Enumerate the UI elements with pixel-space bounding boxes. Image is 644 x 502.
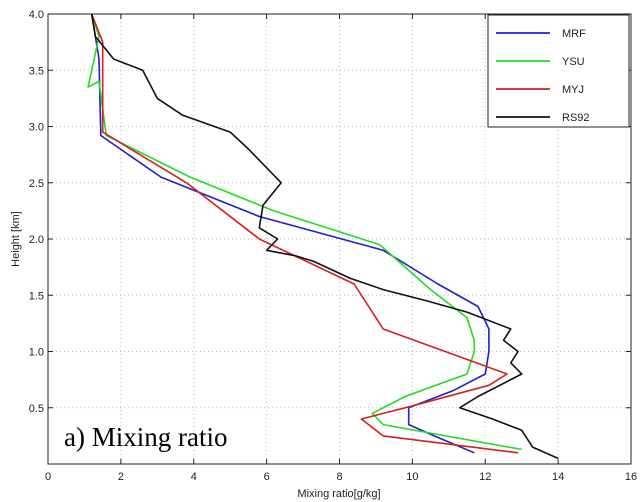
y-tick-label: 2.0	[29, 234, 44, 246]
y-tick-label: 3.5	[29, 65, 44, 77]
legend-label-myj: MYJ	[562, 84, 584, 96]
x-tick-label: 16	[625, 471, 637, 483]
legend: MRF YSU MYJ RS92	[487, 14, 630, 128]
y-tick-label: 0.5	[29, 403, 44, 415]
y-tick-label: 3.0	[29, 122, 44, 134]
legend-label-ysu: YSU	[562, 56, 585, 68]
series-line-ysu	[87, 13, 522, 451]
x-tick-label: 6	[264, 471, 270, 483]
x-axis-label: Mixing ratio[g/kg]	[297, 488, 380, 500]
x-tick-label: 14	[552, 471, 564, 483]
tick-labels: 0 2 4 6 8 10 12 14 16 0.5 1.0 1.5 2.0 2.5 3.0 3.5 4.0	[29, 9, 637, 483]
y-tick-label: 4.0	[29, 9, 44, 21]
y-tick-label: 1.5	[29, 290, 44, 302]
y-axis-label: Height [km]	[10, 211, 22, 267]
ticks	[47, 13, 632, 464]
legend-label-mrf: MRF	[562, 28, 586, 40]
y-tick-label: 1.0	[29, 347, 44, 359]
x-tick-label: 8	[336, 471, 342, 483]
x-tick-label: 4	[191, 471, 197, 483]
x-tick-label: 0	[45, 471, 51, 483]
series-layer	[87, 13, 559, 460]
series-line-myj	[90, 13, 519, 454]
x-tick-label: 2	[118, 471, 124, 483]
legend-box	[487, 14, 630, 128]
x-tick-label: 12	[479, 471, 491, 483]
y-tick-label: 2.5	[29, 178, 44, 190]
series-line-rs92	[90, 13, 559, 460]
chart-annotation: a) Mixing ratio	[64, 422, 227, 452]
x-tick-label: 10	[406, 471, 418, 483]
legend-label-rs92: RS92	[562, 112, 590, 124]
